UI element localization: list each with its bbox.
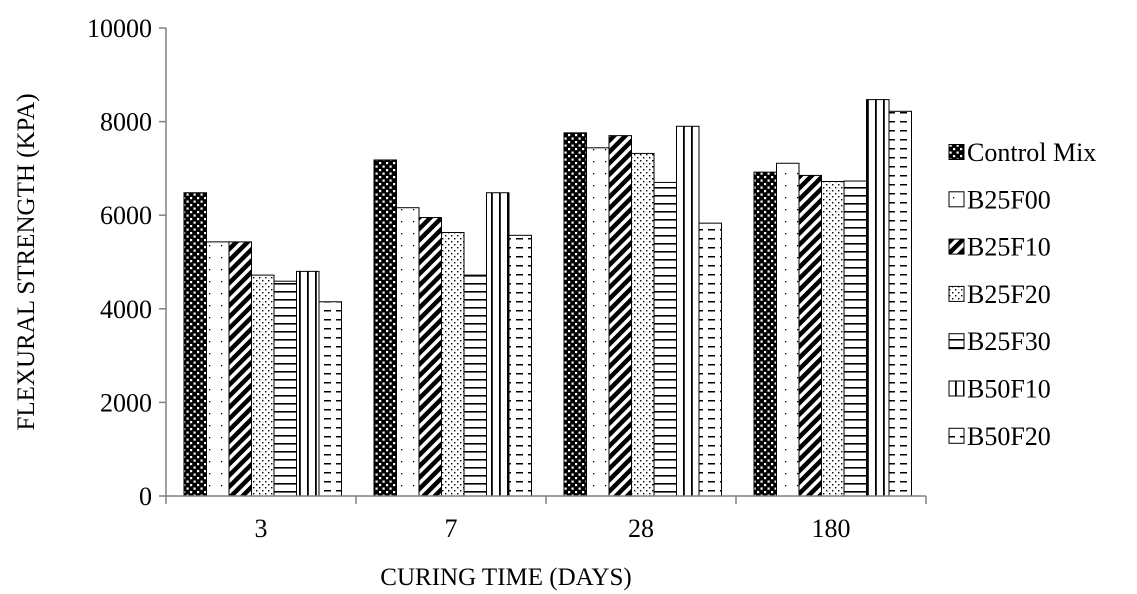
- bar-b25f30-7: [463, 274, 487, 497]
- legend-label: Control Mix: [967, 138, 1096, 167]
- legend-label: B50F10: [967, 375, 1051, 404]
- x-axis-ticks: 3 7 28 180: [165, 496, 927, 543]
- bar-b50f10-180: [866, 99, 890, 497]
- bar-b25f10-3: [228, 241, 252, 497]
- bar-control-mix-3: [183, 192, 207, 497]
- legend-swatch: [948, 191, 965, 208]
- y-tick-label: 8000: [100, 108, 152, 137]
- bar-b25f20-180: [821, 181, 845, 497]
- x-tick-label: 3: [255, 514, 268, 543]
- bar-b25f00-3: [206, 241, 230, 497]
- legend-label: B25F10: [967, 233, 1051, 262]
- bar-b50f20-3: [318, 301, 342, 497]
- legend-label: B25F20: [967, 280, 1051, 309]
- bar-b50f10-3: [296, 270, 320, 497]
- bar-b25f30-180: [843, 180, 867, 497]
- y-tick-label: 6000: [100, 201, 152, 230]
- x-tick-label: 7: [445, 514, 458, 543]
- bar-b25f00-7: [396, 207, 420, 497]
- legend-item: B50F20: [948, 422, 1051, 451]
- legend-label: B25F30: [967, 327, 1051, 356]
- bar-b25f20-28: [631, 152, 655, 497]
- bar-b25f30-3: [273, 280, 297, 497]
- x-tick-label: 180: [812, 514, 851, 543]
- bar-b25f00-28: [586, 147, 610, 497]
- legend-item: B25F30: [948, 327, 1051, 356]
- legend-swatch: [948, 427, 965, 444]
- bar-b50f10-7: [486, 192, 510, 497]
- legend-swatch: [948, 333, 965, 350]
- legend: Control Mix B25F00 B25F10 B25F20 B25F30 B50F1…: [948, 138, 1096, 451]
- legend-swatch: [948, 285, 965, 302]
- bars: [183, 99, 912, 497]
- legend-item: B25F10: [948, 233, 1051, 262]
- y-tick-label: 10000: [87, 14, 152, 43]
- y-axis-ticks: 0 2000 4000 6000 8000 10000: [87, 14, 166, 511]
- bar-b50f20-7: [508, 234, 532, 497]
- bar-b50f10-28: [676, 125, 700, 497]
- bar-b25f10-180: [798, 174, 822, 497]
- bar-control-mix-7: [373, 159, 397, 497]
- bar-b25f10-28: [608, 135, 632, 497]
- bar-b25f30-28: [653, 181, 677, 497]
- legend-swatch: [948, 144, 965, 160]
- bar-b25f00-180: [776, 162, 800, 497]
- legend-item: Control Mix: [948, 138, 1096, 167]
- legend-label: B50F20: [967, 422, 1051, 451]
- legend-item: B25F00: [948, 185, 1051, 214]
- bar-control-mix-28: [563, 132, 587, 497]
- y-tick-label: 0: [139, 482, 152, 511]
- legend-item: B25F20: [948, 280, 1051, 309]
- y-tick-label: 4000: [100, 295, 152, 324]
- x-axis-title: CURING TIME (DAYS): [380, 564, 631, 591]
- bar-control-mix-180: [753, 171, 777, 497]
- legend-swatch: [948, 380, 965, 397]
- legend-label: B25F00: [967, 185, 1051, 214]
- y-tick-label: 2000: [100, 388, 152, 417]
- bar-b50f20-28: [698, 222, 722, 497]
- x-tick-label: 28: [628, 514, 654, 543]
- bar-b50f20-180: [888, 110, 912, 497]
- bar-b25f20-3: [251, 274, 275, 497]
- legend-swatch: [948, 238, 965, 255]
- legend-item: B50F10: [948, 375, 1051, 404]
- bar-b25f10-7: [418, 217, 442, 497]
- bar-b25f20-7: [441, 232, 465, 497]
- y-axis-title: FLEXURAL STRENGTH (KPA): [13, 93, 40, 430]
